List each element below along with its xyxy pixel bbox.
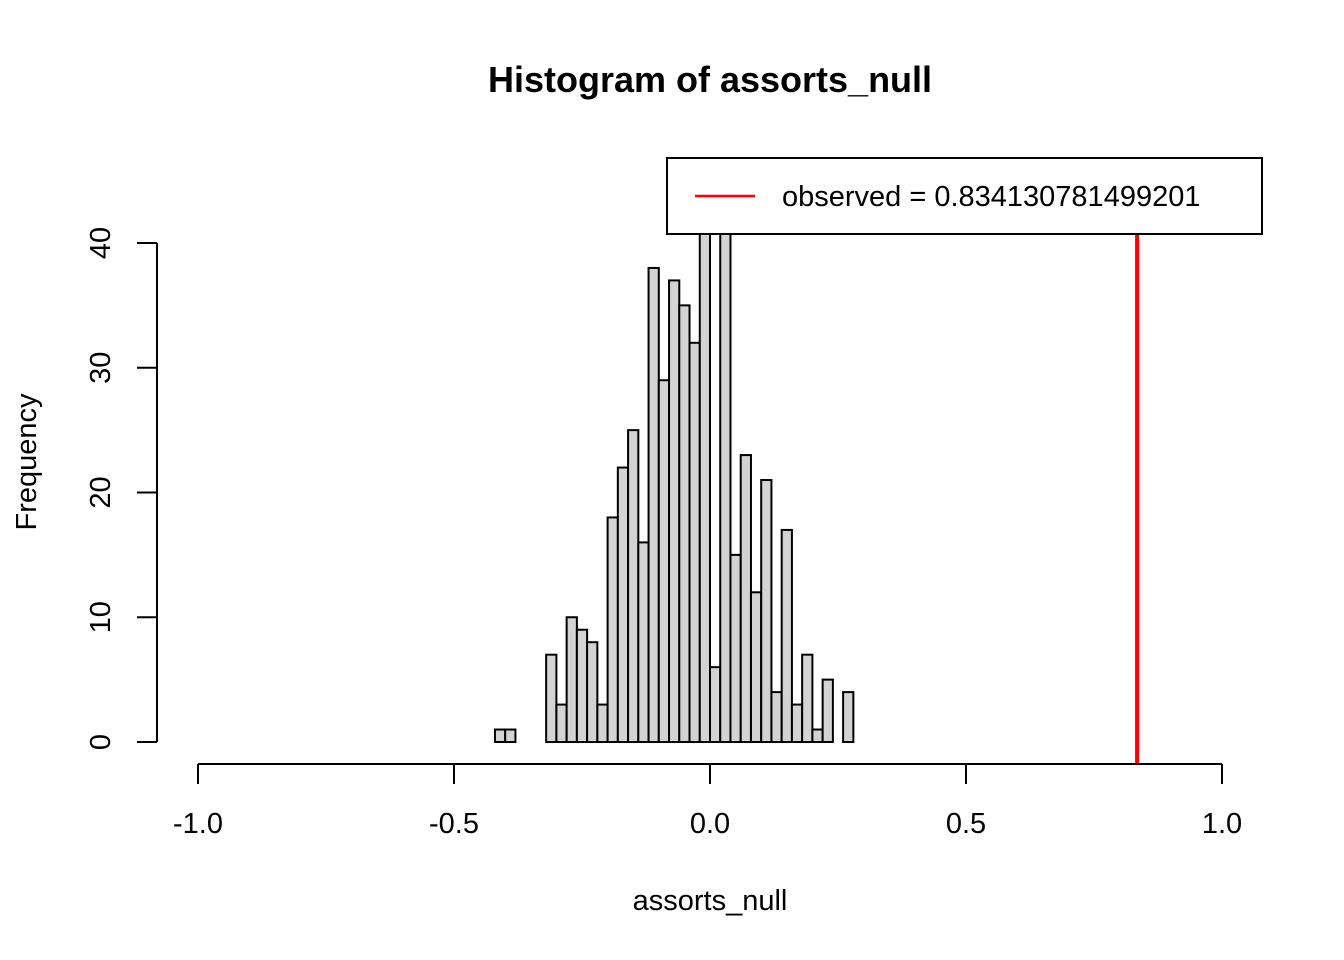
histogram-bar	[627, 429, 640, 743]
x-tick-label: 0.0	[690, 808, 730, 840]
y-tick-label: 40	[85, 227, 117, 259]
x-tick-label: -0.5	[429, 808, 479, 840]
histogram-bar	[719, 229, 732, 743]
chart-title: Histogram of assorts_null	[488, 59, 932, 100]
histogram-bar	[801, 653, 814, 743]
histogram-bar	[637, 541, 650, 744]
histogram-bar	[565, 616, 578, 743]
histogram-bar	[616, 466, 630, 743]
histogram-bar	[821, 678, 834, 743]
x-axis: -1.0 -0.5 0.0 0.5 1.0	[173, 763, 1242, 840]
x-tick-label: -1.0	[173, 808, 223, 840]
histogram-bar	[780, 528, 793, 743]
x-tick-label: 0.5	[946, 808, 986, 840]
bars-layer	[493, 229, 855, 744]
histogram-bar	[709, 666, 722, 744]
y-axis-title: Frequency	[11, 393, 43, 531]
y-tick-label: 30	[85, 352, 117, 384]
x-axis-title: assorts_null	[633, 885, 788, 917]
histogram-bar	[545, 653, 558, 743]
y-tick-label: 20	[85, 476, 117, 508]
histogram-bar	[678, 304, 691, 743]
y-axis: 0 10 20 30 40	[85, 227, 158, 750]
histogram-bar	[647, 266, 660, 743]
legend: observed = 0.834130781499201	[666, 157, 1263, 235]
histogram-bar	[657, 379, 671, 743]
legend-label: observed = 0.834130781499201	[782, 181, 1200, 213]
histogram-bar	[790, 703, 804, 744]
y-tick-label: 0	[85, 734, 117, 750]
histogram-bar	[749, 591, 763, 743]
histogram-bar	[668, 279, 681, 743]
histogram-bar	[596, 703, 609, 744]
histogram-bar	[811, 728, 824, 744]
histogram-bar	[493, 728, 507, 744]
histogram-bar	[739, 454, 752, 743]
histogram-bar	[688, 341, 701, 743]
histogram-bar	[606, 516, 619, 744]
histogram-bar	[555, 703, 568, 744]
histogram-bar	[698, 229, 712, 743]
y-tick-label: 10	[85, 601, 117, 633]
x-tick-label: 1.0	[1202, 808, 1242, 840]
histogram-bar	[504, 728, 517, 744]
histogram-bar	[575, 628, 589, 743]
histogram-bar	[770, 691, 783, 743]
histogram-bar	[760, 479, 773, 743]
histogram-bar	[586, 641, 599, 744]
legend-box	[666, 157, 1263, 235]
histogram-bar	[729, 553, 742, 743]
histogram-bar	[842, 691, 855, 743]
